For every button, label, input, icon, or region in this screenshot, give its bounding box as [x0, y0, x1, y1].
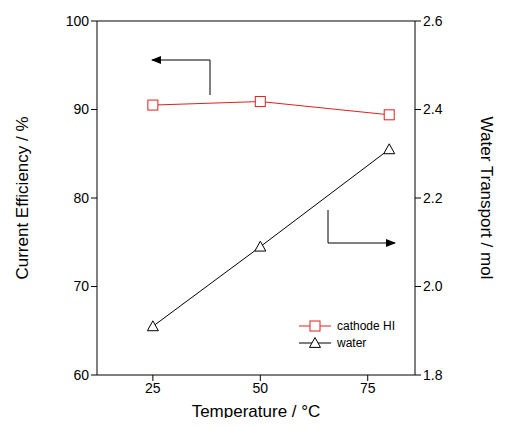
svg-text:100: 100	[66, 13, 90, 29]
svg-text:75: 75	[360, 380, 376, 396]
svg-text:1.8: 1.8	[423, 367, 443, 383]
svg-text:80: 80	[73, 190, 89, 206]
html-text:water: water	[337, 335, 367, 350]
svg-text:Temperature / °C: Temperature / °C	[192, 402, 321, 418]
svg-text:2.0: 2.0	[423, 278, 443, 294]
svg-text:90: 90	[73, 101, 89, 117]
svg-text:2.6: 2.6	[423, 13, 443, 29]
svg-text:50: 50	[253, 380, 269, 396]
svg-text:25: 25	[145, 380, 161, 396]
svg-text:70: 70	[73, 278, 89, 294]
svg-text:2.4: 2.4	[423, 101, 443, 117]
svg-text:Water Transport / mol: Water Transport / mol	[477, 117, 496, 280]
svg-text:60: 60	[73, 367, 89, 383]
svg-text:2.2: 2.2	[423, 190, 443, 206]
svg-text:Current Efficiency / %: Current Efficiency / %	[13, 116, 32, 279]
html-text:cathode HI: cathode HI	[337, 318, 395, 333]
